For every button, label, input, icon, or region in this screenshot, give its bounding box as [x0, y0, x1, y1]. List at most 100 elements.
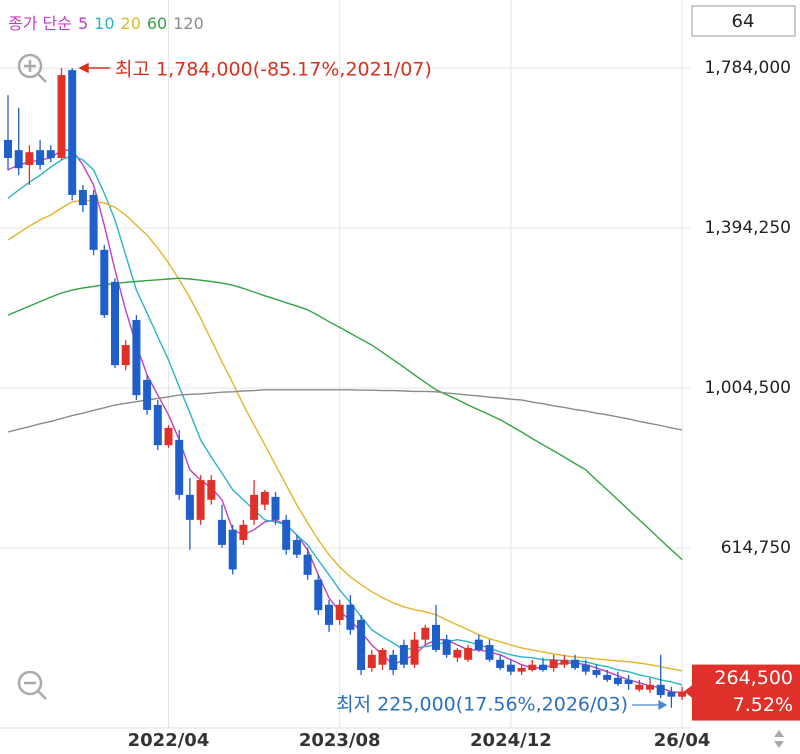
x-tick-label: 2023/08 — [299, 730, 381, 751]
x-tick-label: 26/04 — [654, 730, 711, 751]
price-tag-pointer — [684, 684, 693, 699]
grid — [0, 0, 690, 728]
candle-body — [36, 150, 45, 165]
candle-body — [421, 627, 430, 640]
candle-body — [346, 604, 355, 630]
low-annotation: 최저 225,000(17.56%,2026/03) — [336, 694, 628, 716]
legend: 종가 단순 5 10 20 60 120 — [8, 14, 204, 33]
candle-body — [646, 684, 654, 690]
candle-body — [656, 684, 665, 696]
ma-line — [7, 199, 683, 672]
candle-body — [678, 691, 687, 697]
candle-body — [143, 379, 152, 410]
candle-body — [474, 639, 483, 650]
candle-body — [603, 674, 612, 680]
candle-body — [196, 480, 205, 520]
zoom-in[interactable] — [17, 53, 47, 83]
scroll-arrows[interactable] — [774, 730, 784, 748]
candle-body — [207, 480, 216, 500]
candle-body — [68, 70, 77, 195]
candle-body — [239, 524, 248, 540]
y-tick-label: 1,004,500 — [704, 378, 791, 398]
legend-entry: 120 — [173, 14, 204, 33]
candle-body — [389, 654, 398, 671]
candle-body — [185, 494, 194, 520]
candle-body — [228, 529, 237, 570]
candle-body — [581, 664, 590, 672]
x-tick-label: 2024/12 — [470, 730, 552, 751]
legend-entry: 5 — [78, 14, 88, 33]
candle-body — [667, 691, 676, 697]
candle-body — [271, 496, 280, 520]
candle-body — [539, 664, 547, 671]
candle-body — [292, 539, 301, 555]
period-count: 64 — [732, 11, 755, 32]
candle-body — [132, 320, 141, 396]
candle-body — [453, 649, 462, 658]
candle-body — [57, 75, 66, 158]
candle-body — [496, 659, 505, 668]
candle-body — [485, 644, 494, 660]
candle-body — [571, 659, 580, 668]
candle-body — [528, 664, 537, 671]
period-box[interactable] — [691, 5, 796, 37]
high-annotation: 최고 1,784,000(-85.17%,2021/07) — [115, 59, 432, 81]
candle-body — [46, 150, 55, 158]
y-tick-label: 1,784,000 — [704, 58, 791, 78]
candle-body — [250, 494, 259, 520]
x-tick-label: 2022/04 — [128, 730, 210, 751]
candle-body — [410, 639, 419, 665]
candle-body — [111, 281, 119, 366]
high-annotation-arrow — [78, 62, 110, 74]
candle-body — [560, 659, 569, 665]
candle-body — [464, 647, 473, 660]
candle-body — [89, 194, 98, 250]
candle-body — [624, 679, 633, 684]
candle-body — [335, 604, 344, 620]
candle-body — [325, 604, 333, 625]
candle-body — [14, 150, 23, 169]
candle-body — [592, 670, 601, 675]
last-change: 7.52% — [733, 694, 793, 716]
candle-body — [218, 519, 226, 545]
ma-line — [7, 154, 683, 686]
candle-body — [164, 427, 173, 446]
candle-body — [506, 664, 515, 672]
ma-line — [7, 149, 683, 694]
y-tick-label: 1,394,250 — [704, 218, 791, 238]
last-price: 264,500 — [714, 667, 793, 689]
legend-title: 종가 단순 — [8, 14, 72, 33]
candles — [4, 68, 687, 708]
ma-line — [7, 389, 683, 433]
candle-body — [100, 249, 109, 316]
price-tag: 264,500 7.52% — [684, 664, 800, 721]
candle-body — [121, 345, 130, 366]
candle-body — [442, 639, 451, 655]
candle-body — [517, 667, 526, 672]
candle-body — [282, 519, 291, 550]
candle-body — [378, 649, 387, 665]
legend-entry: 10 — [94, 14, 114, 33]
candle-body — [399, 644, 408, 665]
ma-line — [7, 277, 683, 561]
candle-body — [260, 491, 269, 505]
candle-body — [4, 139, 12, 158]
candle-body — [549, 659, 558, 668]
y-tick-label: 614,750 — [721, 538, 791, 558]
candle-body — [635, 684, 644, 690]
candle-body — [153, 404, 162, 446]
candle-body — [432, 624, 440, 650]
candle-body — [25, 152, 34, 165]
zoom-out[interactable] — [17, 670, 47, 700]
price-tag-box — [692, 664, 800, 721]
low-annotation-arrow — [632, 699, 668, 711]
candle-body — [613, 677, 622, 684]
candle-body — [175, 439, 184, 495]
candle-body — [314, 579, 323, 611]
candle-body — [357, 619, 366, 671]
legend-entry: 20 — [121, 14, 141, 33]
candle-body — [367, 654, 376, 668]
